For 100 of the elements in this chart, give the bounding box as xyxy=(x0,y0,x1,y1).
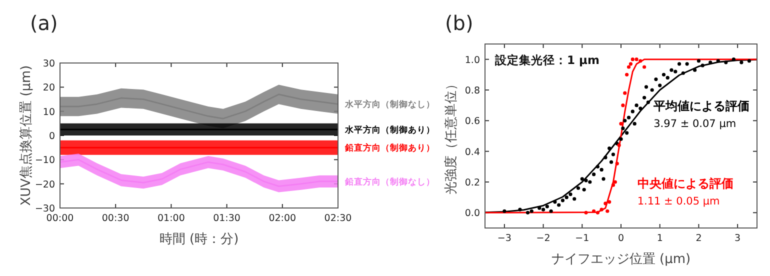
point xyxy=(658,84,662,88)
point xyxy=(602,177,606,181)
y-tick-label: −20 xyxy=(34,179,55,190)
point xyxy=(630,58,634,62)
y-axis-title: XUV焦点換算位置 (µm) xyxy=(19,65,34,206)
point xyxy=(600,208,604,212)
point xyxy=(606,209,610,213)
point xyxy=(545,204,549,208)
point xyxy=(626,65,631,69)
point xyxy=(681,71,685,75)
point xyxy=(580,177,584,181)
chart-title: (a) xyxy=(30,11,58,35)
point xyxy=(604,156,608,160)
point xyxy=(576,186,580,190)
x-axis-title: ナイフエッジ位置 (µm) xyxy=(551,252,691,267)
point xyxy=(677,62,682,66)
y-tick-label: 0.6 xyxy=(464,116,480,128)
point xyxy=(670,68,674,72)
point xyxy=(623,118,627,122)
x-tick-label: −1 xyxy=(575,233,590,244)
point xyxy=(685,62,689,66)
point xyxy=(518,208,522,212)
point xyxy=(650,88,654,92)
point xyxy=(530,209,534,213)
point xyxy=(613,180,617,184)
x-tick-label: 3 xyxy=(734,233,741,244)
x-tick-label: 02:00 xyxy=(268,213,296,224)
point xyxy=(596,210,600,214)
series-label: 水平方向（制御あり） xyxy=(344,124,435,136)
point xyxy=(716,59,720,63)
point xyxy=(596,164,600,168)
point xyxy=(740,60,744,64)
y-tick-label: 1.0 xyxy=(464,54,480,66)
point xyxy=(549,209,553,213)
point xyxy=(560,198,565,202)
point xyxy=(632,122,636,126)
point xyxy=(724,60,728,64)
series-label: 水平方向（制御なし） xyxy=(344,99,435,110)
point xyxy=(654,77,658,82)
x-tick-label: 02:30 xyxy=(324,213,352,224)
y-tick-label: 20 xyxy=(42,82,55,94)
x-tick-label: −3 xyxy=(497,233,512,244)
series-label: 鉛直方向（制御あり） xyxy=(344,142,435,154)
x-tick-label: 01:30 xyxy=(213,213,240,224)
x-tick-label: 2 xyxy=(696,233,702,244)
x-tick-label: −2 xyxy=(536,233,550,244)
point xyxy=(626,116,631,120)
point xyxy=(625,131,629,135)
point xyxy=(557,203,561,207)
point xyxy=(553,200,557,204)
point xyxy=(634,104,638,108)
point xyxy=(747,59,752,63)
point xyxy=(526,210,530,214)
point xyxy=(572,197,576,201)
y-tick-label: 10 xyxy=(42,106,55,118)
point xyxy=(584,210,588,214)
point xyxy=(642,96,646,100)
point xyxy=(538,206,542,210)
point xyxy=(700,64,704,68)
point xyxy=(732,58,736,62)
chart-title: (b) xyxy=(445,11,474,35)
point xyxy=(644,85,648,89)
point xyxy=(611,183,616,187)
point xyxy=(592,172,596,176)
point xyxy=(693,68,697,72)
point xyxy=(621,126,625,130)
y-tick-label: 30 xyxy=(42,58,55,70)
point xyxy=(568,192,572,196)
point xyxy=(642,65,646,69)
point xyxy=(646,100,650,104)
y-tick-label: 0.2 xyxy=(464,178,480,188)
point xyxy=(608,200,612,204)
point xyxy=(600,168,604,172)
point xyxy=(625,72,629,76)
point xyxy=(628,62,633,66)
point xyxy=(674,70,678,74)
y-axis-title: 光強度（任意単位） xyxy=(443,78,459,194)
x-tick-label: 1 xyxy=(656,233,663,244)
point xyxy=(696,59,701,63)
y-tick-label: 0.0 xyxy=(464,208,480,220)
y-tick-label: 0.4 xyxy=(464,146,480,158)
point xyxy=(582,188,586,192)
y-tick-label: 0 xyxy=(48,131,55,142)
point xyxy=(584,178,588,182)
point xyxy=(619,122,623,126)
point xyxy=(638,59,642,63)
point xyxy=(666,76,670,80)
point xyxy=(662,72,666,76)
y-tick-label: 0.8 xyxy=(464,86,480,96)
x-tick-label: 01:00 xyxy=(158,213,185,224)
point xyxy=(564,196,568,200)
point xyxy=(638,106,642,110)
x-tick-label: 00:00 xyxy=(46,213,74,224)
point xyxy=(619,137,623,141)
point xyxy=(615,162,619,166)
point xyxy=(621,104,625,108)
x-axis-title: 時間 (時：分) xyxy=(159,232,239,247)
point xyxy=(630,110,634,114)
series-label: 中央値による評価 1.11 ± 0.05 µm xyxy=(637,176,734,208)
point xyxy=(604,202,608,206)
